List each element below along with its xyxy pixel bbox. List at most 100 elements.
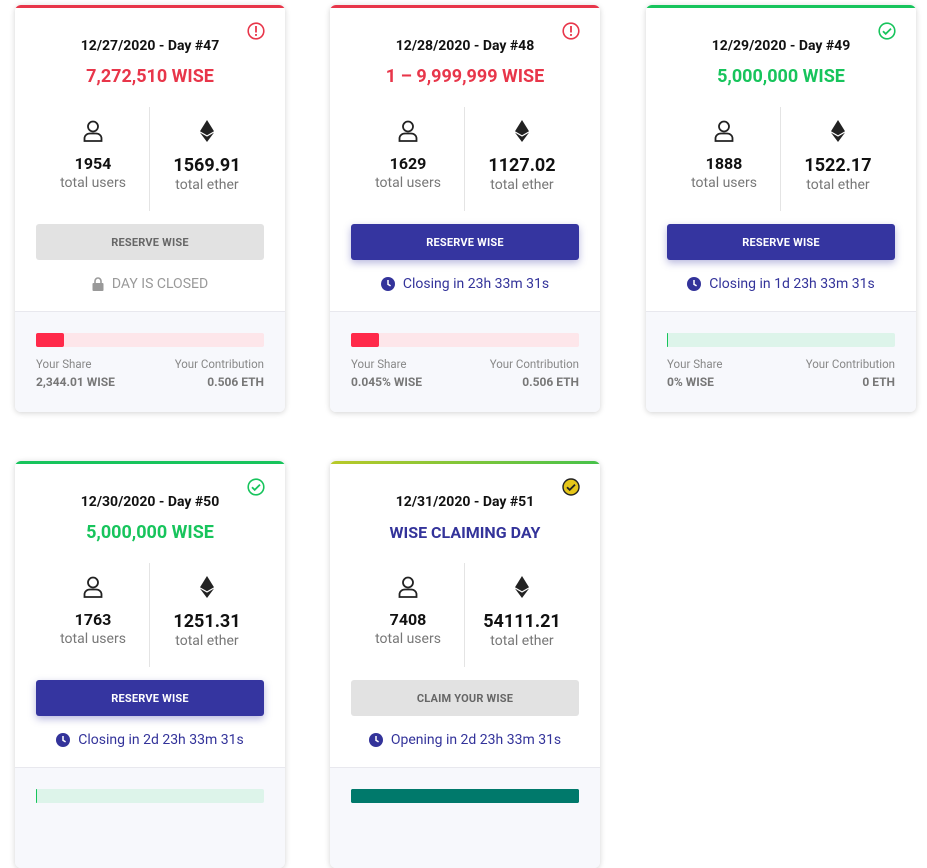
status-text: Closing in 23h 33m 31s [402,276,550,292]
action-button[interactable]: RESERVE WISE [667,224,895,260]
status-badge [247,22,265,40]
total-ether: 1569.91 [173,155,241,176]
total-users: 1888 [705,154,743,173]
day-amount: 5,000,000 WISE [717,66,845,87]
share-section: Your Share Your Contribution 0% WISE 0 ETH [646,311,916,412]
day-card: 12/31/2020 - Day #51 WISE CLAIMING DAY 740… [330,461,600,868]
ether-label: total ether [490,633,554,649]
action-button: RESERVE WISE [36,224,264,260]
total-ether: 1522.17 [804,155,872,176]
total-ether: 54111.21 [483,611,561,632]
ether-label: total ether [175,633,239,649]
status-badge [878,22,896,40]
page: WISE reservation days {"cards": [ {"date… [15,5,916,803]
day-date: 12/28/2020 - Day #48 [395,38,535,54]
progress-track [667,333,895,347]
card-top-border [15,5,285,8]
divider [149,563,150,667]
users-label: total users [60,631,126,647]
page-body: 12/27/2020 - Day #47 7,272,510 WISE 1954 to… [15,5,916,803]
card-top-border [15,461,285,464]
progress-fill [36,333,64,347]
total-users: 1629 [389,154,427,173]
status-text: Closing in 1d 23h 33m 31s [709,276,875,292]
status-icon [368,733,383,747]
divider [780,107,781,211]
users-label: total users [375,631,441,647]
status-text: Opening in 2d 23h 33m 31s [390,732,562,748]
status-badge [247,478,265,496]
share-section: Your Share Your Contribution 0.045% WISE 0.… [330,311,600,412]
divider [149,107,150,211]
progress-fill [36,789,37,803]
status-icon [56,733,71,747]
day-status: DAY IS CLOSED [15,275,285,293]
contribution-value: 0.506 ETH [522,375,579,389]
status-text: Closing in 2d 23h 33m 31s [78,732,244,748]
action-button[interactable]: RESERVE WISE [351,224,579,260]
day-card: 12/30/2020 - Day #50 5,000,000 WISE 1763 to… [15,461,285,868]
share-label: Your Share [36,357,92,371]
progress-track [351,789,579,803]
users-label: total users [60,175,126,191]
day-card: 12/27/2020 - Day #47 7,272,510 WISE 1954 to… [15,5,285,412]
contribution-label: Your Contribution [174,357,264,371]
card-top-border [330,5,600,8]
users-icon [398,120,418,146]
status-badge [562,22,580,40]
contribution-value: 0 ETH [862,375,895,389]
ether-icon [200,120,214,146]
total-users: 1954 [74,154,112,173]
users-icon [714,120,734,146]
day-date: 12/29/2020 - Day #49 [711,38,851,54]
day-amount: 1 – 9,999,999 WISE [385,66,545,87]
ether-icon [515,120,529,146]
progress-track [351,333,579,347]
card-top-border [646,5,916,8]
status-text: DAY IS CLOSED [111,276,209,292]
day-date: 12/31/2020 - Day #51 [395,494,535,510]
ether-label: total ether [175,177,239,193]
day-amount: 5,000,000 WISE [86,522,214,543]
share-value: 2,344.01 WISE [36,375,115,389]
day-status: Closing in 2d 23h 33m 31s [15,731,285,749]
users-icon [83,120,103,146]
day-status: Closing in 1d 23h 33m 31s [646,275,916,293]
total-ether: 1127.02 [488,155,556,176]
day-amount: WISE CLAIMING DAY [389,523,541,542]
progress-fill [667,333,668,347]
total-users: 1763 [74,610,112,629]
day-card: 12/29/2020 - Day #49 5,000,000 WISE 1888 to… [646,5,916,412]
share-section [330,767,600,868]
status-badge [562,478,580,496]
users-icon [398,576,418,602]
share-label: Your Share [667,357,723,371]
status-icon [687,277,702,291]
ether-label: total ether [490,177,554,193]
card-top-border [330,461,600,464]
share-section [15,767,285,868]
ether-label: total ether [806,177,870,193]
ether-icon [831,120,845,146]
status-icon [92,277,104,291]
share-label: Your Share [351,357,407,371]
action-button[interactable]: RESERVE WISE [36,680,264,716]
ether-icon [515,576,529,602]
progress-track [36,789,264,803]
users-icon [83,576,103,602]
day-card: 12/28/2020 - Day #48 1 – 9,999,999 WISE 16… [330,5,600,412]
day-amount: 7,272,510 WISE [86,66,214,87]
total-users: 7408 [389,610,427,629]
share-section: Your Share Your Contribution 2,344.01 WISE… [15,311,285,412]
progress-fill [351,789,579,803]
day-status: Closing in 23h 33m 31s [330,275,600,293]
ether-icon [200,576,214,602]
day-status: Opening in 2d 23h 33m 31s [330,731,600,749]
users-label: total users [691,175,757,191]
users-label: total users [375,175,441,191]
share-value: 0.045% WISE [351,375,423,389]
divider [464,107,465,211]
action-button: CLAIM YOUR WISE [351,680,579,716]
progress-fill [351,333,379,347]
contribution-value: 0.506 ETH [207,375,264,389]
